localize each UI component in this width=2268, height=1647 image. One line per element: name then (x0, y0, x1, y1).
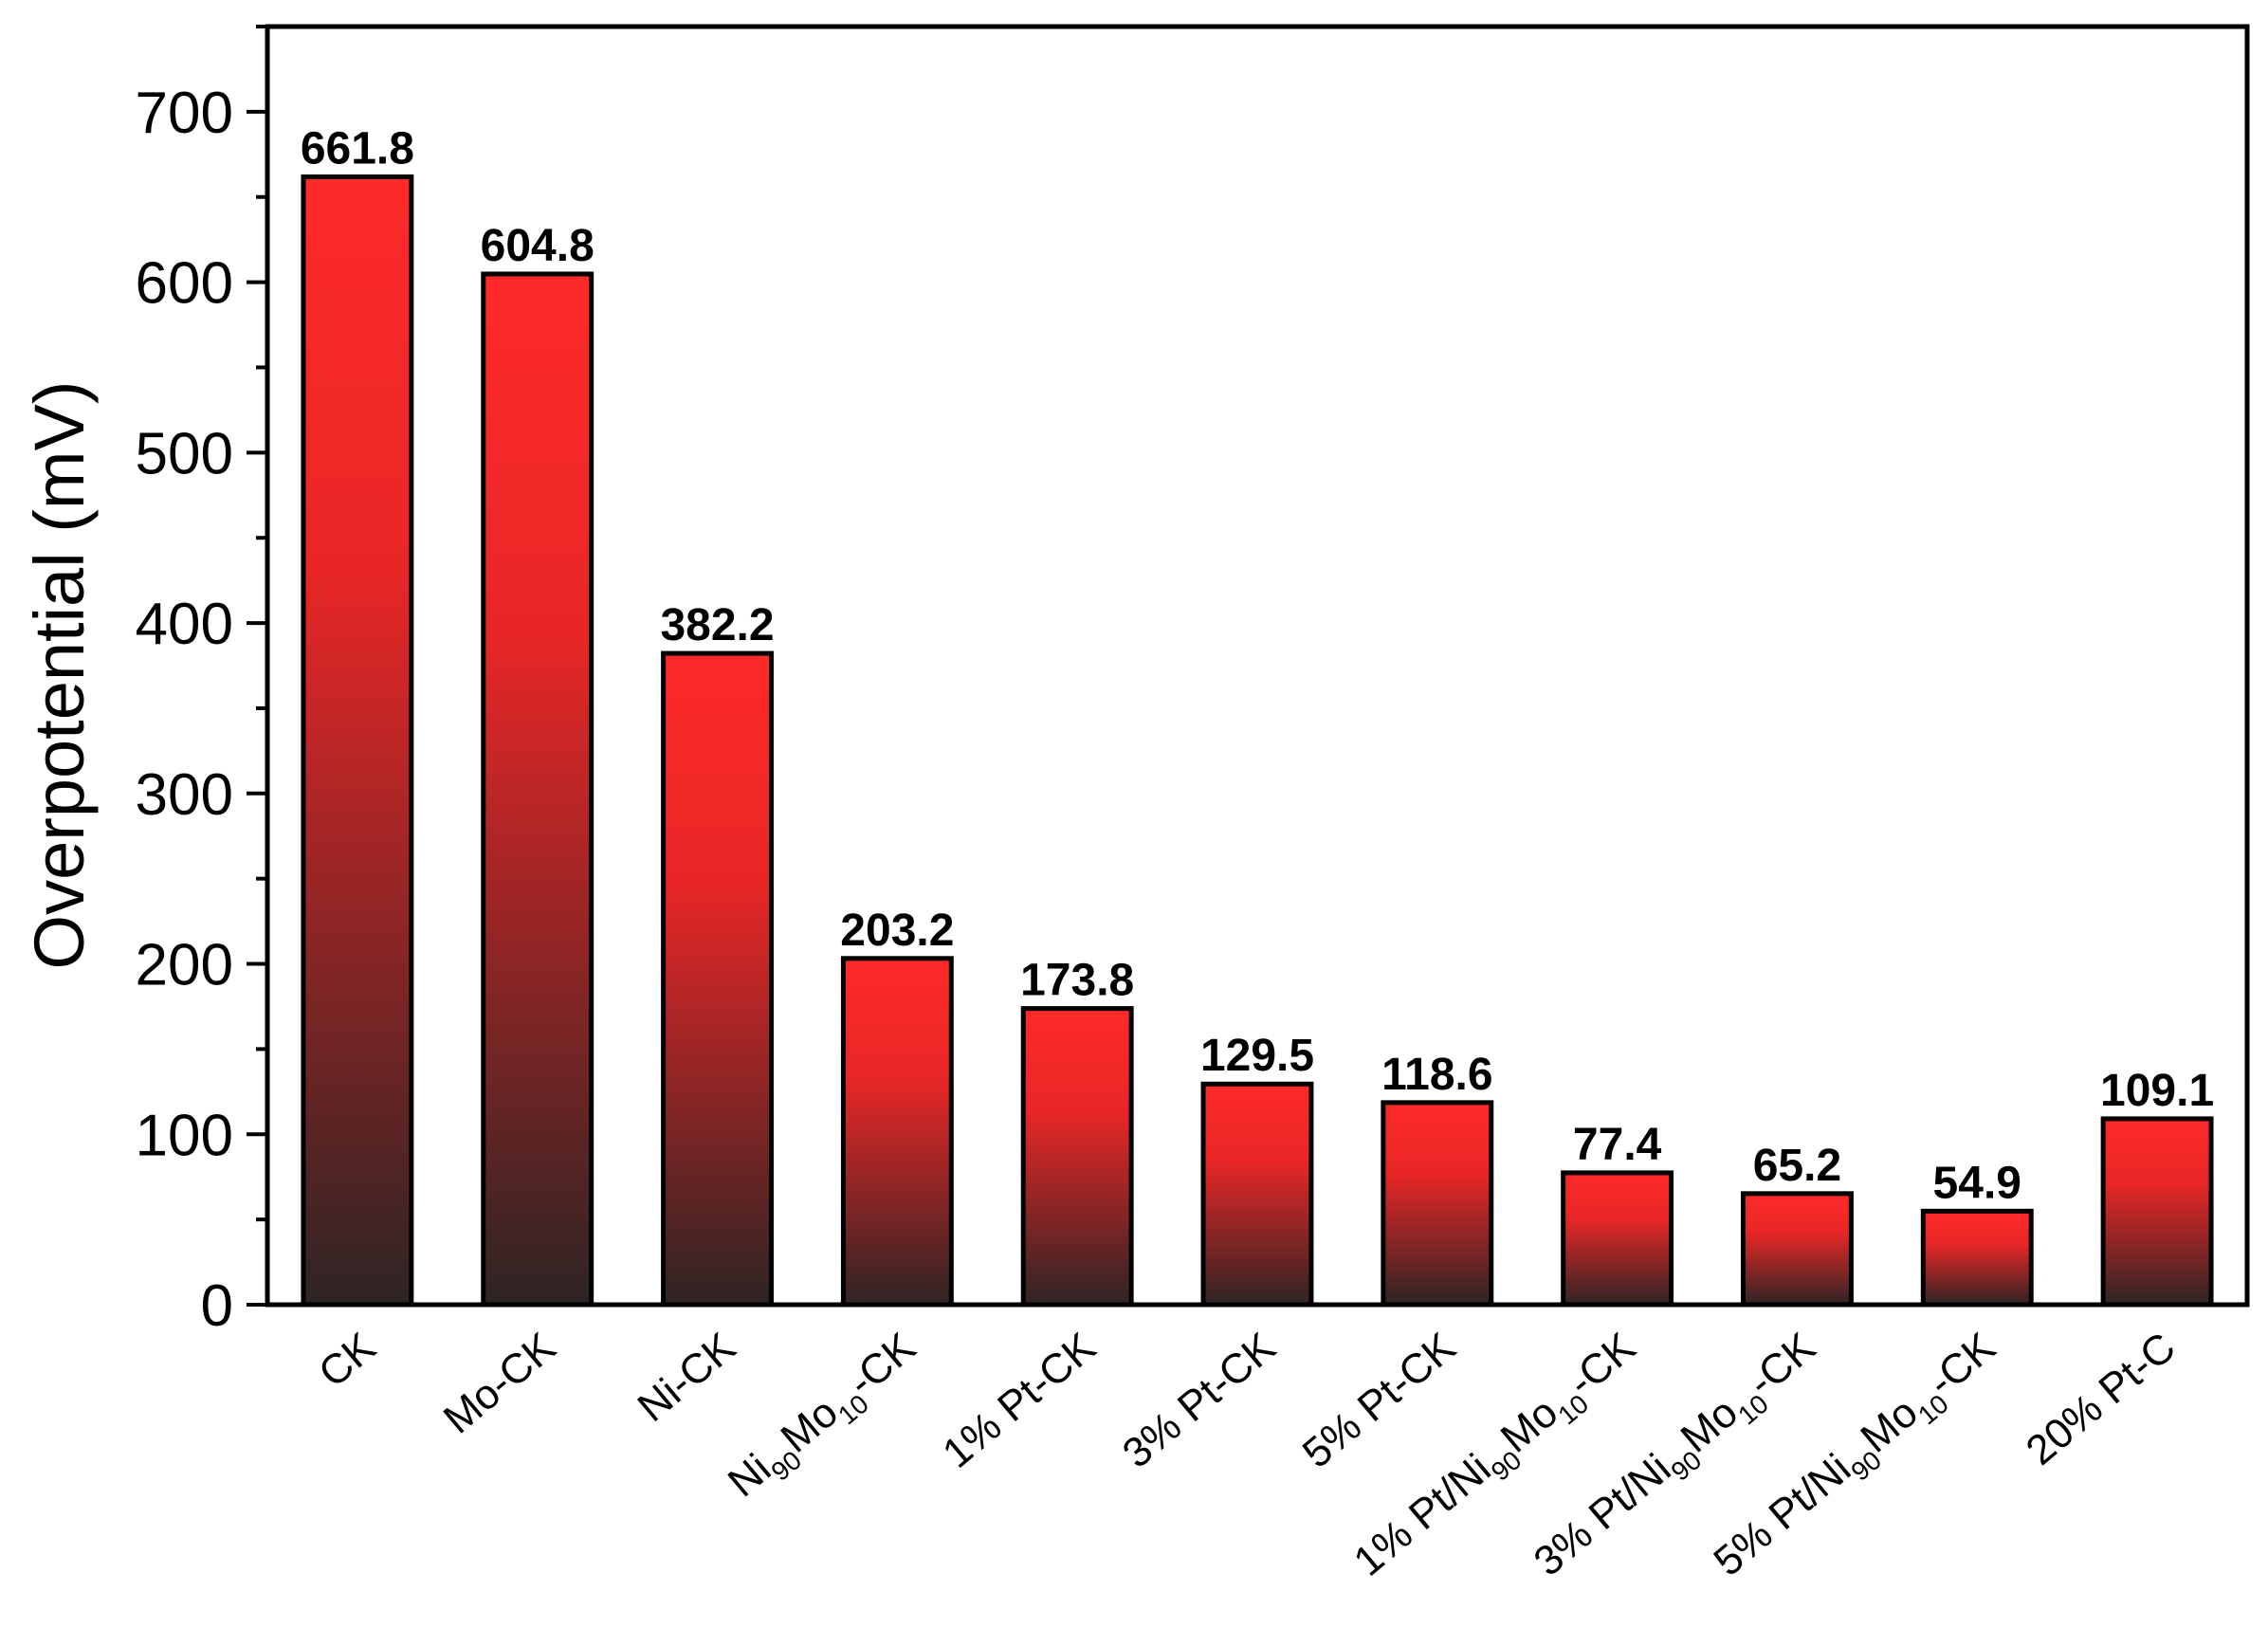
y-tick-label: 0 (201, 1273, 233, 1339)
y-tick-label: 600 (136, 251, 233, 317)
y-tick-label: 300 (136, 762, 233, 828)
bar (2100, 1116, 2214, 1308)
bar-value-label: 173.8 (1020, 956, 1134, 1006)
plot-frame (265, 24, 2250, 1308)
bar (481, 271, 594, 1308)
bar (1200, 1081, 1314, 1308)
bar (1020, 1006, 1134, 1308)
bar-value-label: 77.4 (1573, 1120, 1662, 1170)
y-tick-label: 200 (136, 933, 233, 998)
bar-value-label: 203.2 (840, 906, 954, 956)
bar-value-label: 109.1 (2100, 1066, 2214, 1116)
bar-value-label: 129.5 (1200, 1031, 1314, 1081)
x-tick-label: 20% Pt-C (2018, 1324, 2185, 1474)
bar (301, 174, 414, 1308)
bar (1381, 1100, 1494, 1308)
y-axis-title: Overpotential (mV) (20, 381, 99, 970)
bar (1741, 1191, 1854, 1308)
x-tick-label: Mo-CK (435, 1324, 564, 1443)
bar (661, 650, 774, 1308)
bar (840, 956, 954, 1308)
bar-value-label: 54.9 (1933, 1158, 2021, 1208)
bar (1920, 1208, 2034, 1308)
y-tick-label: 100 (136, 1103, 233, 1168)
bar-value-label: 65.2 (1753, 1141, 1841, 1191)
y-axis-ticks: 0 100 200 300 400 500 600 700 (136, 25, 267, 1339)
x-tick-label: 3% Pt-CK (1114, 1324, 1284, 1477)
y-tick-label: 400 (136, 592, 233, 657)
y-tick-label: 700 (136, 81, 233, 146)
x-tick-label: 1% Pt-CK (934, 1324, 1104, 1477)
bar-value-label: 604.8 (481, 221, 594, 271)
bars-layer (301, 174, 2214, 1308)
bar (1561, 1170, 1674, 1308)
x-tick-label: 5% Pt-CK (1294, 1324, 1464, 1477)
x-tick-label: Ni90Mo10-CK (720, 1324, 929, 1511)
x-tick-label: CK (310, 1324, 384, 1397)
bar-value-label: 661.8 (301, 124, 414, 174)
y-tick-label: 500 (136, 421, 233, 486)
bar-value-labels: 661.8 604.8 382.2 203.2 173.8 129.5 118.6 77.4 6… (301, 124, 2214, 1209)
bar-value-label: 118.6 (1381, 1050, 1492, 1100)
x-tick-label: Ni-CK (630, 1324, 744, 1431)
bar-value-label: 382.2 (660, 600, 774, 650)
